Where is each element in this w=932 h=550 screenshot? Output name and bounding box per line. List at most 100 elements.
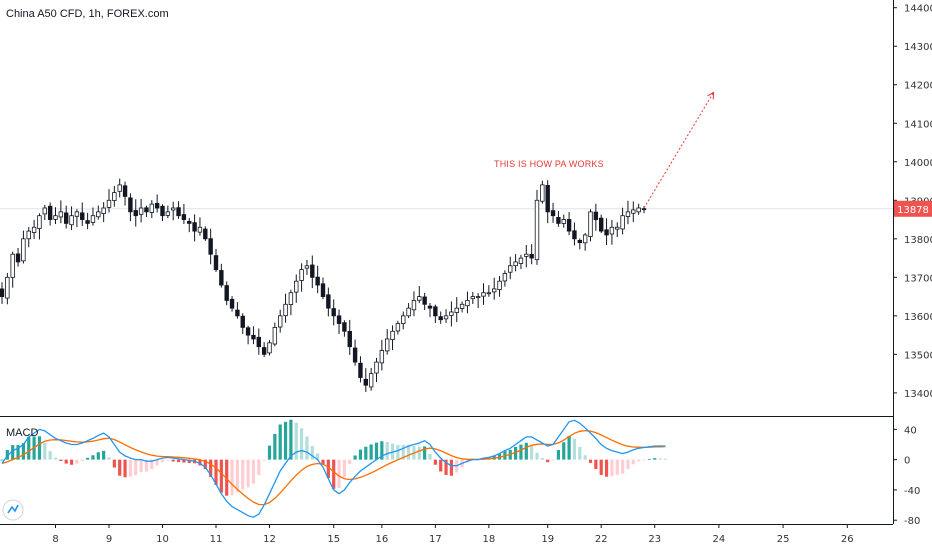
price-tick-label: 13800 bbox=[904, 235, 932, 246]
price-tick-label: 13500 bbox=[904, 350, 932, 361]
candle bbox=[502, 270, 508, 287]
candle bbox=[203, 226, 208, 241]
macd-histogram-bar bbox=[332, 459, 336, 489]
candle-body bbox=[122, 185, 128, 197]
candle bbox=[224, 281, 229, 306]
candle-body bbox=[582, 234, 588, 244]
candle-body bbox=[106, 199, 112, 208]
macd-histogram-bar bbox=[631, 459, 635, 465]
macd-histogram-bar bbox=[348, 459, 352, 465]
candle-body bbox=[465, 300, 470, 307]
macd-histogram-bar bbox=[294, 422, 298, 460]
price-badge-label: 13878 bbox=[897, 205, 929, 216]
projection-arrow[interactable] bbox=[643, 91, 715, 209]
candle-body bbox=[470, 296, 475, 300]
macd-title: MACD bbox=[6, 427, 38, 439]
macd-histogram-bar bbox=[225, 459, 229, 496]
candle-body bbox=[277, 315, 283, 328]
macd-histogram-bar bbox=[540, 457, 544, 460]
candle bbox=[540, 180, 545, 204]
time-tick-label: 24 bbox=[713, 534, 726, 545]
macd-histogram-bar bbox=[257, 459, 261, 476]
candle bbox=[283, 293, 288, 323]
candle-body bbox=[58, 211, 64, 218]
macd-histogram-bar bbox=[112, 459, 116, 468]
candle-body bbox=[534, 199, 540, 261]
logo-icon[interactable] bbox=[2, 499, 24, 521]
candle-body bbox=[31, 226, 37, 233]
candle-body bbox=[352, 347, 358, 363]
candle bbox=[192, 214, 197, 242]
candle bbox=[229, 296, 235, 312]
time-tick-label: 12 bbox=[263, 534, 276, 545]
candle bbox=[427, 302, 433, 318]
macd-histogram-bar bbox=[337, 459, 341, 488]
price-tick-label: 14100 bbox=[904, 119, 932, 130]
macd-histogram-bar bbox=[380, 441, 384, 460]
candle-body bbox=[47, 205, 53, 220]
time-tick-label: 22 bbox=[595, 534, 608, 545]
macd-histogram-bar bbox=[428, 453, 432, 460]
macd-histogram-bar bbox=[310, 445, 314, 460]
candle-body bbox=[149, 203, 154, 213]
arrow-head bbox=[707, 91, 715, 100]
candle-body bbox=[288, 292, 294, 305]
macd-histogram-bar bbox=[562, 442, 566, 460]
candle bbox=[240, 313, 245, 334]
candle bbox=[620, 207, 625, 235]
time-axis[interactable]: 8 9 10 11 12 15 16 17 18 19 22 23 24 25 26 bbox=[52, 524, 854, 545]
candle bbox=[604, 218, 609, 246]
candle-body bbox=[176, 207, 181, 217]
macd-histogram-bar bbox=[578, 446, 582, 460]
candle bbox=[395, 320, 401, 335]
candle-body bbox=[454, 307, 459, 313]
candle-body bbox=[219, 270, 224, 286]
candle bbox=[331, 299, 336, 326]
macd-histogram-bar bbox=[160, 459, 165, 463]
candle bbox=[384, 329, 390, 355]
candle-body bbox=[154, 203, 160, 209]
candle-body bbox=[213, 255, 219, 271]
candle bbox=[181, 204, 187, 225]
macd-histogram-bar bbox=[182, 459, 186, 463]
candle-body bbox=[315, 276, 320, 286]
candle-body bbox=[508, 265, 513, 273]
macd-histogram-bar bbox=[530, 446, 534, 460]
candle-body bbox=[224, 285, 229, 301]
candle-body bbox=[138, 207, 144, 215]
macd-histogram-bar bbox=[551, 459, 555, 461]
candle bbox=[310, 255, 315, 289]
macd-histogram-bar bbox=[449, 459, 453, 476]
candle bbox=[513, 254, 518, 272]
candle-body bbox=[438, 316, 443, 321]
candle-body bbox=[261, 347, 267, 355]
signal-line bbox=[1, 429, 666, 506]
candle-body bbox=[620, 215, 625, 230]
time-tick-label: 17 bbox=[429, 534, 442, 545]
candle bbox=[53, 207, 58, 224]
candle-body bbox=[192, 222, 197, 232]
candle-body bbox=[90, 215, 96, 223]
candle bbox=[556, 211, 561, 227]
macd-lines bbox=[1, 419, 666, 518]
candle-body bbox=[384, 338, 390, 352]
macd-histogram-bar bbox=[663, 458, 667, 460]
macd-histogram-bar bbox=[358, 449, 363, 460]
candle bbox=[454, 297, 459, 323]
macd-histogram-bar bbox=[353, 455, 357, 460]
candle-body bbox=[545, 185, 550, 213]
candle bbox=[122, 181, 128, 206]
candle-body bbox=[203, 228, 208, 240]
price-tick-label: 13700 bbox=[904, 273, 932, 284]
macd-axis[interactable]: 40 0 -40 -80 bbox=[893, 425, 920, 527]
candle-body bbox=[10, 253, 15, 278]
candle-body bbox=[641, 208, 647, 211]
candle bbox=[42, 204, 47, 221]
candle bbox=[390, 325, 395, 351]
macd-histogram-bar bbox=[0, 459, 4, 461]
annotation-text[interactable]: THIS IS HOW PA WORKS bbox=[494, 159, 604, 169]
candle bbox=[208, 228, 213, 265]
last-price-badge: 13878 bbox=[894, 200, 932, 217]
macd-histogram-bar bbox=[374, 442, 379, 460]
